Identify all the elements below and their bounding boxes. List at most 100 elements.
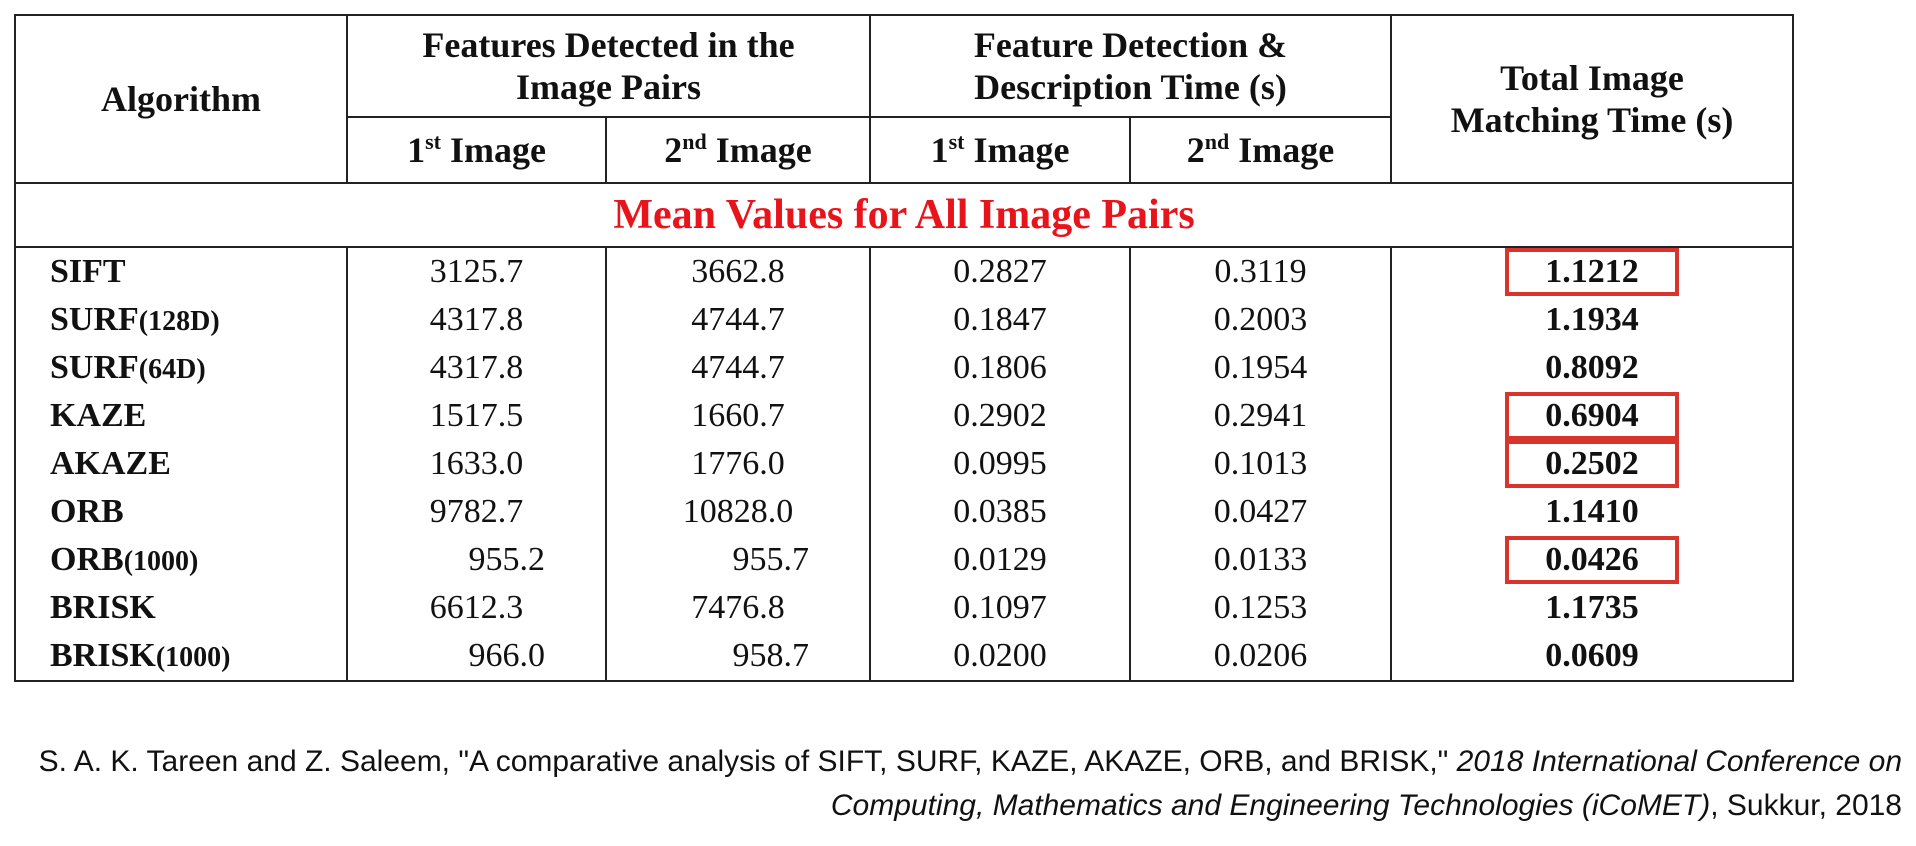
section-mean-values: Mean Values for All Image Pairs — [13, 182, 1795, 248]
algorithm-variant: (1000) — [123, 546, 199, 577]
cell-algorithm: KAZE — [14, 392, 348, 440]
cell-features-1st: 1517.5 — [346, 392, 607, 440]
cell-features-1st: 1633.0 — [346, 440, 607, 488]
header-algorithm: Algorithm — [14, 14, 348, 184]
header-features-detected: Features Detected in the Image Pairs — [346, 14, 871, 118]
algorithm-name: KAZE — [50, 397, 147, 434]
cell-algorithm: SURF(64D) — [14, 344, 348, 392]
total-value: 1.1410 — [1545, 493, 1639, 530]
cell-total-time: 1.1212 — [1390, 246, 1795, 296]
cell-total-time: 0.0609 — [1390, 632, 1795, 682]
cell-total-time: 0.8092 — [1390, 344, 1795, 392]
table-row: BRISK 6612.3 7476.8 0.1097 0.1253 1.1735 — [14, 584, 1795, 632]
table-row: SURF(64D) 4317.8 4744.7 0.1806 0.1954 0.8092 — [14, 344, 1795, 392]
highlighted-total-value: 1.1212 — [1505, 248, 1679, 296]
algorithm-name: SURF — [50, 349, 139, 386]
cell-features-1st: 3125.7 — [346, 246, 607, 296]
subheader-time-2nd-image: 2nd Image — [1128, 116, 1393, 184]
cell-time-2nd: 0.3119 — [1128, 246, 1393, 296]
algorithm-name: SURF — [50, 301, 139, 338]
cell-time-1st: 0.1097 — [869, 584, 1131, 632]
table-row: SURF(128D) 4317.8 4744.7 0.1847 0.2003 1.1934 — [14, 296, 1795, 344]
cell-total-time: 0.6904 — [1390, 392, 1795, 440]
subheader-features-1st-image: 1st Image — [346, 116, 607, 184]
header-detection-time: Feature Detection & Description Time (s) — [868, 14, 1393, 118]
table-row: ORB(1000) 955.2 955.7 0.0129 0.0133 0.0426 — [14, 536, 1795, 584]
algorithm-name: SIFT — [50, 253, 126, 290]
algorithm-name: AKAZE — [50, 445, 171, 482]
cell-algorithm: AKAZE — [14, 440, 348, 488]
cell-algorithm: SURF(128D) — [14, 296, 348, 344]
cell-features-2nd: 7476.8 — [605, 584, 871, 632]
highlighted-total-value: 0.2502 — [1505, 440, 1679, 488]
cell-features-1st: 966.0 — [346, 632, 607, 682]
cell-time-1st: 0.0995 — [869, 440, 1131, 488]
algorithm-name: ORB — [50, 493, 124, 530]
table-row: SIFT 3125.7 3662.8 0.2827 0.3119 1.1212 — [14, 246, 1795, 296]
cell-features-2nd: 955.7 — [605, 536, 871, 584]
table-row: KAZE 1517.5 1660.7 0.2902 0.2941 0.6904 — [14, 392, 1795, 440]
cell-time-2nd: 0.0133 — [1128, 536, 1393, 584]
highlighted-total-value: 0.0426 — [1505, 536, 1679, 584]
cell-features-2nd: 3662.8 — [605, 246, 871, 296]
table-row: ORB 9782.7 10828.0 0.0385 0.0427 1.1410 — [14, 488, 1795, 536]
results-table: Algorithm Features Detected in the Image… — [13, 14, 1795, 682]
cell-features-2nd: 958.7 — [605, 632, 871, 682]
total-value: 1.1735 — [1545, 589, 1639, 626]
total-value: 1.1934 — [1545, 301, 1639, 338]
cell-total-time: 1.1735 — [1390, 584, 1795, 632]
cell-features-1st: 4317.8 — [346, 344, 607, 392]
table-row: BRISK(1000) 966.0 958.7 0.0200 0.0206 0.0609 — [14, 632, 1795, 682]
cell-features-1st: 6612.3 — [346, 584, 607, 632]
subheader-features-2nd-image: 2nd Image — [605, 116, 871, 184]
cell-algorithm: ORB — [14, 488, 348, 536]
cell-features-2nd: 1776.0 — [605, 440, 871, 488]
cell-time-1st: 0.2902 — [869, 392, 1131, 440]
cell-time-2nd: 0.1253 — [1128, 584, 1393, 632]
cell-algorithm: BRISK — [14, 584, 348, 632]
algorithm-variant: (64D) — [138, 354, 206, 385]
cell-time-1st: 0.1847 — [869, 296, 1131, 344]
total-value: 0.8092 — [1545, 349, 1639, 386]
cell-time-2nd: 0.0206 — [1128, 632, 1393, 682]
header-total-matching-time: Total Image Matching Time (s) — [1390, 14, 1795, 184]
cell-features-2nd: 10828.0 — [605, 488, 871, 536]
results-table-container: Algorithm Features Detected in the Image… — [13, 14, 1795, 682]
algorithm-variant: (1000) — [155, 642, 231, 673]
citation: S. A. K. Tareen and Z. Saleem, "A compar… — [22, 740, 1902, 828]
cell-time-2nd: 0.1013 — [1128, 440, 1393, 488]
subheader-time-1st-image: 1st Image — [869, 116, 1131, 184]
cell-algorithm: BRISK(1000) — [14, 632, 348, 682]
cell-time-1st: 0.0129 — [869, 536, 1131, 584]
cell-time-2nd: 0.0427 — [1128, 488, 1393, 536]
citation-location-year: , Sukkur, 2018 — [1710, 789, 1902, 822]
cell-total-time: 0.2502 — [1390, 440, 1795, 488]
cell-features-1st: 4317.8 — [346, 296, 607, 344]
cell-time-1st: 0.1806 — [869, 344, 1131, 392]
algorithm-variant: (128D) — [138, 306, 220, 337]
algorithm-name: BRISK — [50, 589, 156, 626]
highlighted-total-value: 0.6904 — [1505, 392, 1679, 440]
cell-algorithm: SIFT — [14, 246, 348, 296]
cell-features-2nd: 1660.7 — [605, 392, 871, 440]
citation-authors-title: S. A. K. Tareen and Z. Saleem, "A compar… — [38, 745, 1457, 778]
table-row: AKAZE 1633.0 1776.0 0.0995 0.1013 0.2502 — [14, 440, 1795, 488]
cell-time-1st: 0.2827 — [869, 246, 1131, 296]
cell-features-2nd: 4744.7 — [605, 296, 871, 344]
cell-total-time: 0.0426 — [1390, 536, 1795, 584]
cell-features-2nd: 4744.7 — [605, 344, 871, 392]
cell-time-2nd: 0.2003 — [1128, 296, 1393, 344]
total-value: 0.0609 — [1545, 637, 1639, 674]
cell-time-1st: 0.0200 — [869, 632, 1131, 682]
cell-time-2nd: 0.1954 — [1128, 344, 1393, 392]
citation-venue: 2018 International Conference on Computi… — [830, 745, 1902, 822]
cell-features-1st: 955.2 — [346, 536, 607, 584]
cell-time-1st: 0.0385 — [869, 488, 1131, 536]
algorithm-name: ORB — [50, 541, 124, 578]
cell-features-1st: 9782.7 — [346, 488, 607, 536]
cell-total-time: 1.1410 — [1390, 488, 1795, 536]
algorithm-name: BRISK — [50, 637, 156, 674]
cell-time-2nd: 0.2941 — [1128, 392, 1393, 440]
cell-algorithm: ORB(1000) — [14, 536, 348, 584]
cell-total-time: 1.1934 — [1390, 296, 1795, 344]
